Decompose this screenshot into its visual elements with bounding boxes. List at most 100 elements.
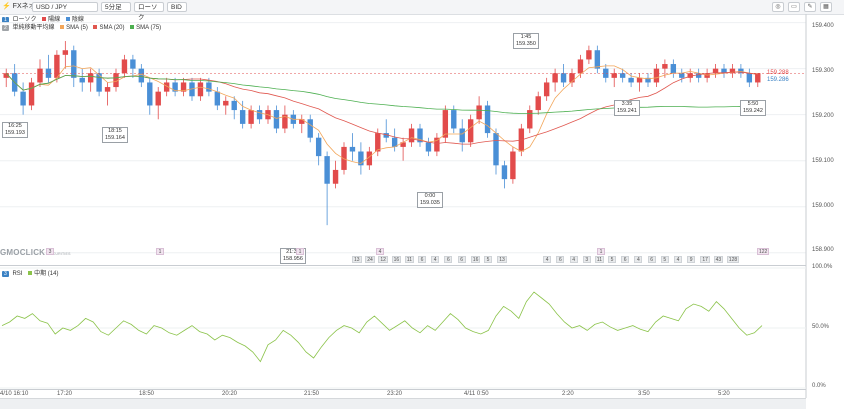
candle-body xyxy=(653,68,660,83)
candle-body xyxy=(54,54,60,78)
event-marker[interactable]: 3 xyxy=(46,248,54,255)
candle-body xyxy=(569,73,575,83)
candle-body xyxy=(273,110,280,129)
event-marker[interactable]: 122 xyxy=(757,248,770,255)
candle-body xyxy=(628,77,634,83)
candle-body xyxy=(442,110,449,138)
tick-count-badge: 5 xyxy=(660,256,669,263)
price-callout: 18:15 159.164 xyxy=(102,127,128,143)
sma75-label: SMA (75) xyxy=(136,25,162,31)
candle-body xyxy=(501,165,508,180)
event-marker[interactable]: 1 xyxy=(597,248,605,255)
tick-count-badge: 11 xyxy=(404,256,414,263)
tick-count-badge: 16 xyxy=(470,256,481,263)
tick-count-badge: 5 xyxy=(484,256,492,263)
layout-icon[interactable]: ▦ xyxy=(820,2,832,12)
candle-body xyxy=(408,128,415,143)
tick-count-badge: 4 xyxy=(569,256,578,263)
candle-body xyxy=(510,151,516,180)
candle-body xyxy=(687,73,693,78)
candle-body xyxy=(147,82,153,106)
ma-title: 単純移動平均線 xyxy=(12,25,55,31)
price-tick: 159.100 xyxy=(812,158,834,164)
tick-count-badge: 17 xyxy=(700,256,710,263)
price-tick: 159.300 xyxy=(812,68,834,74)
draw-tool-icon[interactable]: ✎ xyxy=(804,2,816,12)
candle-body xyxy=(729,68,736,74)
candle-body xyxy=(662,64,668,69)
symbol-select[interactable]: USD / JPY xyxy=(32,2,98,12)
price-tick: 158.900 xyxy=(812,247,834,253)
candle-body xyxy=(79,77,85,83)
candle-type-select[interactable]: ローソク xyxy=(134,2,164,21)
price-callout: 16:25 159.193 xyxy=(2,122,28,138)
chart-settings-icon[interactable]: ▭ xyxy=(788,2,800,12)
fx-logo-icon: ⚡ xyxy=(2,3,11,10)
candle-body xyxy=(256,110,263,120)
event-marker[interactable]: 1 xyxy=(296,248,304,255)
tick-count-badge: 6 xyxy=(457,256,466,263)
candle-body xyxy=(535,96,541,111)
rsi-tick: 0.0% xyxy=(812,383,826,389)
candle-body xyxy=(746,73,753,83)
interval-select[interactable]: 5分足 xyxy=(101,2,131,12)
rsi-tick: 100.0% xyxy=(812,264,833,270)
time-tick: 3:50 xyxy=(638,391,650,397)
candle-body xyxy=(324,156,330,184)
candle-body xyxy=(451,110,457,129)
candle-body xyxy=(467,119,474,143)
candle-body xyxy=(62,50,69,55)
candle-body xyxy=(721,68,727,74)
candle-body xyxy=(349,146,356,152)
time-tick: 20:20 xyxy=(222,391,238,397)
gmo-click-logo: GMOCLICK SECURITIES xyxy=(0,248,71,257)
navigator-scrollbar[interactable] xyxy=(0,398,806,409)
candle-body xyxy=(527,110,533,129)
tick-count-badge: 6 xyxy=(556,256,565,263)
time-tick: 23:20 xyxy=(387,391,403,397)
candle-body xyxy=(315,137,322,157)
sma20-swatch-icon xyxy=(93,25,98,30)
candle-body xyxy=(391,137,398,147)
tick-count-badge: 128 xyxy=(726,256,740,263)
price-type-select[interactable]: BID xyxy=(167,2,187,12)
ma-panel-badge: 2 xyxy=(2,25,9,31)
tick-count-badge: 6 xyxy=(647,256,656,263)
series-label: ローソク xyxy=(12,17,37,23)
candle-body xyxy=(87,73,94,83)
candle-body xyxy=(206,82,212,92)
tick-count-badge: 5 xyxy=(608,256,616,263)
candle-body xyxy=(282,114,288,129)
time-tick: 18:50 xyxy=(139,391,155,397)
tick-count-badge: 43 xyxy=(713,256,724,263)
tick-count-badge: 4 xyxy=(431,256,440,263)
candle-body xyxy=(163,82,170,92)
candle-body xyxy=(130,59,136,69)
candle-body xyxy=(155,91,161,106)
candle-body xyxy=(214,91,221,106)
panel-badge: 1 xyxy=(2,17,9,23)
candle-body xyxy=(493,133,499,166)
tick-count-badge: 13 xyxy=(352,256,362,263)
candle-body xyxy=(71,50,77,78)
candle-body xyxy=(611,73,617,78)
candle-body xyxy=(231,100,237,111)
candle-body xyxy=(636,77,643,83)
candle-body xyxy=(341,146,347,170)
candle-body xyxy=(358,151,364,166)
rsi-legend: 3 RSI 中期 (14) xyxy=(2,270,58,278)
event-marker[interactable]: 4 xyxy=(376,248,384,255)
price-callout: 3:35 159.241 xyxy=(614,100,640,116)
candle-body xyxy=(104,87,111,92)
event-marker[interactable]: 1 xyxy=(156,248,164,255)
camera-icon[interactable]: ◎ xyxy=(772,2,784,12)
candle-body xyxy=(37,68,43,83)
candle-body xyxy=(96,73,102,92)
candle-body xyxy=(223,100,229,106)
candle-body xyxy=(586,50,592,60)
time-tick: 2:20 xyxy=(562,391,574,397)
toolbar: ⚡ FXネオ USD / JPY 5分足 ローソク BID ◎ ▭ ✎ ▦ xyxy=(0,0,844,21)
brand-label: ⚡ FXネオ xyxy=(2,3,36,10)
candle-body xyxy=(738,68,744,74)
